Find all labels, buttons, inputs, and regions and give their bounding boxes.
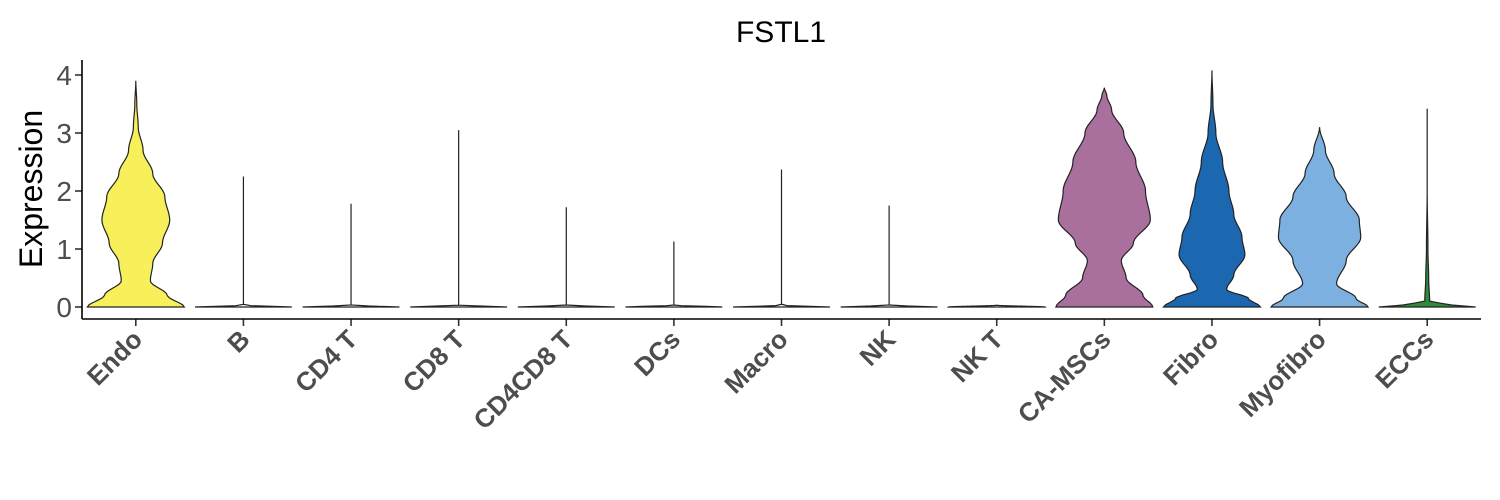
x-tick-label: CD8 T [397,324,471,398]
x-tick-label: NK T [945,324,1009,388]
violin-eccs [1378,108,1476,308]
y-tick-label: 2 [56,176,72,207]
violin-endo [86,80,186,308]
violin-dcs [625,241,723,308]
x-tick-label: Endo [81,324,148,391]
y-tick-label: 4 [56,60,72,91]
violin-cd8-t [410,130,508,308]
violin-cd4-t [302,203,400,308]
y-tick-label: 0 [56,292,72,323]
x-tick-label: NK [854,324,902,372]
violin-nk [840,205,938,308]
violin-macro [733,169,830,308]
x-tick-label: Macro [718,324,793,399]
x-tick-label: CD4 T [289,324,363,398]
x-tick-label: CA-MSCs [1012,324,1117,429]
x-tick-label: DCs [628,324,686,382]
chart-title: FSTL1 [736,16,826,49]
x-tick-label: CD4CD8 T [467,324,578,435]
violin-group [86,70,1476,308]
y-tick-label: 3 [56,118,72,149]
y-axis-label: Expression [13,110,49,268]
y-tick-label: 1 [56,234,72,265]
violin-b [194,176,292,308]
x-tick-label: Myofibro [1233,324,1332,423]
violin-cd4cd8-t [517,207,615,308]
x-tick-label: Fibro [1157,324,1224,391]
x-tick-label: ECCs [1369,324,1439,394]
violin-ca-mscs [1055,87,1154,308]
x-tick-label: B [221,324,255,358]
violin-myofibro [1269,127,1370,308]
y-axis-ticks: 0 1 2 3 4 [56,60,82,323]
violin-nk-t [946,304,1047,308]
violin-fibro [1162,70,1262,308]
